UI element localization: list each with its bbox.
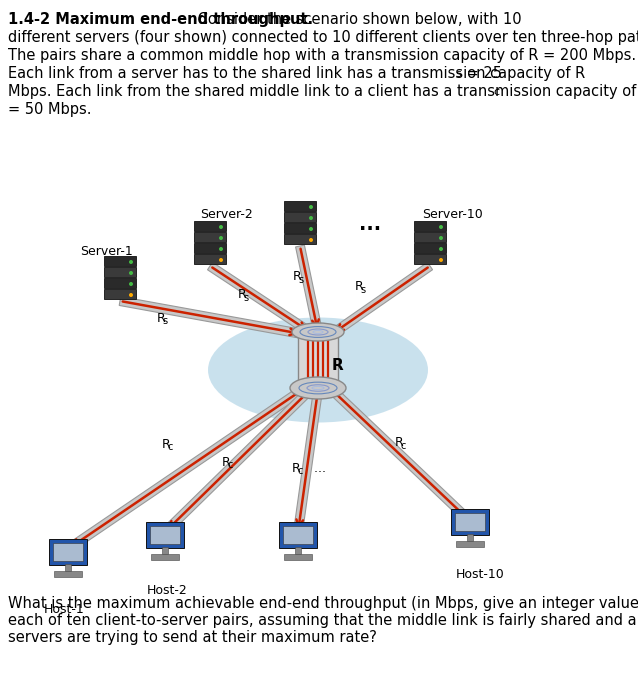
Text: What is the maximum achievable end-end throughput (in Mbps, give an integer valu: What is the maximum achievable end-end t…: [8, 596, 638, 611]
Polygon shape: [119, 296, 303, 338]
Bar: [284, 223, 316, 233]
Bar: [284, 554, 312, 560]
Text: c: c: [228, 460, 233, 470]
Text: = 50 Mbps.: = 50 Mbps.: [8, 102, 91, 117]
Text: ...: ...: [310, 462, 326, 475]
Text: Host-1: Host-1: [44, 603, 85, 616]
Text: s: s: [244, 293, 249, 303]
Text: R: R: [238, 288, 247, 302]
Bar: [162, 547, 168, 554]
Text: R: R: [332, 358, 344, 373]
Text: s: s: [455, 69, 461, 79]
Bar: [104, 289, 136, 299]
Text: R: R: [355, 281, 364, 294]
Text: Host-2: Host-2: [147, 584, 188, 597]
Circle shape: [439, 225, 443, 229]
Bar: [49, 539, 87, 565]
Circle shape: [439, 258, 443, 262]
Circle shape: [219, 258, 223, 262]
Text: Server-10: Server-10: [422, 208, 483, 221]
Text: 1.4-2 Maximum end-end throughput.: 1.4-2 Maximum end-end throughput.: [8, 12, 313, 27]
Text: R: R: [222, 456, 231, 468]
Text: Server-2: Server-2: [200, 208, 253, 221]
Text: Server-1: Server-1: [80, 245, 133, 258]
Text: s: s: [163, 316, 168, 326]
Ellipse shape: [208, 317, 428, 423]
Bar: [194, 232, 226, 242]
Bar: [150, 526, 180, 544]
Polygon shape: [295, 245, 322, 333]
Bar: [414, 221, 446, 231]
Text: different servers (four shown) connected to 10 different clients over ten three-: different servers (four shown) connected…: [8, 30, 638, 45]
Ellipse shape: [290, 377, 346, 399]
Bar: [194, 254, 226, 264]
Circle shape: [219, 236, 223, 240]
Text: R: R: [157, 311, 166, 325]
Bar: [151, 554, 179, 560]
Bar: [194, 221, 226, 231]
Bar: [298, 332, 338, 388]
Bar: [194, 243, 226, 253]
Polygon shape: [66, 386, 304, 553]
Bar: [414, 254, 446, 264]
Circle shape: [129, 271, 133, 275]
Bar: [295, 547, 301, 554]
Polygon shape: [329, 387, 473, 524]
Text: c: c: [168, 442, 173, 452]
Text: R: R: [162, 437, 171, 450]
Bar: [283, 526, 313, 544]
Text: R: R: [293, 271, 302, 284]
Text: ...: ...: [359, 215, 381, 234]
Bar: [284, 201, 316, 211]
Ellipse shape: [292, 323, 344, 341]
Text: s: s: [299, 275, 304, 285]
Bar: [451, 509, 489, 535]
Text: c: c: [401, 441, 406, 451]
Bar: [146, 522, 184, 548]
Circle shape: [309, 205, 313, 209]
Text: Mbps. Each link from the shared middle link to a client has a transmission capac: Mbps. Each link from the shared middle l…: [8, 84, 638, 99]
Circle shape: [309, 227, 313, 231]
Text: = 25: = 25: [462, 66, 502, 81]
Bar: [414, 243, 446, 253]
Bar: [65, 564, 71, 571]
Circle shape: [219, 247, 223, 251]
Circle shape: [219, 225, 223, 229]
Text: Consider the scenario shown below, with 10: Consider the scenario shown below, with …: [193, 12, 522, 27]
Circle shape: [309, 238, 313, 242]
Text: Each link from a server has to the shared link has a transmission capacity of R: Each link from a server has to the share…: [8, 66, 585, 81]
Text: R: R: [292, 462, 300, 475]
Circle shape: [439, 247, 443, 251]
Polygon shape: [162, 387, 313, 535]
Polygon shape: [293, 389, 322, 533]
Circle shape: [129, 260, 133, 264]
Bar: [456, 541, 484, 547]
Bar: [104, 267, 136, 277]
Bar: [279, 522, 317, 548]
Text: The pairs share a common middle hop with a transmission capacity of R = 200 Mbps: The pairs share a common middle hop with…: [8, 48, 636, 63]
Text: s: s: [360, 285, 366, 295]
Text: R: R: [395, 437, 404, 450]
Bar: [53, 543, 83, 561]
Polygon shape: [329, 263, 433, 338]
Bar: [54, 571, 82, 577]
Bar: [467, 534, 473, 541]
Text: servers are trying to send at their maximum rate?: servers are trying to send at their maxi…: [8, 630, 377, 645]
Bar: [284, 234, 316, 244]
Bar: [414, 232, 446, 242]
Bar: [455, 513, 485, 531]
Bar: [284, 212, 316, 222]
Text: each of ten client-to-server pairs, assuming that the middle link is fairly shar: each of ten client-to-server pairs, assu…: [8, 613, 638, 628]
Text: c: c: [297, 466, 303, 476]
Circle shape: [309, 216, 313, 220]
Circle shape: [439, 236, 443, 240]
Bar: [104, 278, 136, 288]
Polygon shape: [207, 263, 313, 335]
Circle shape: [129, 282, 133, 286]
Text: c: c: [493, 87, 499, 97]
Text: Host-10: Host-10: [456, 568, 505, 581]
Circle shape: [129, 293, 133, 297]
Bar: [104, 256, 136, 266]
